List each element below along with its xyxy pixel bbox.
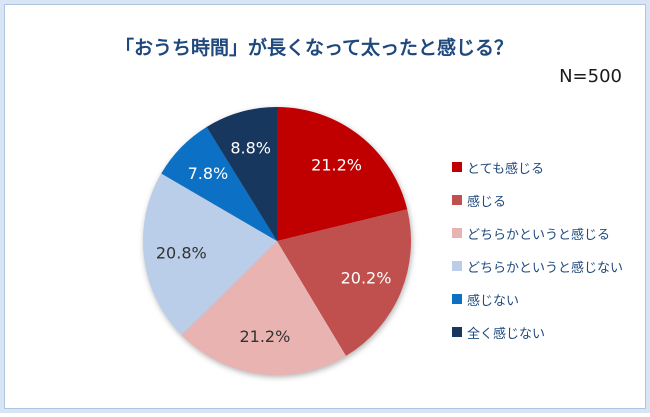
legend-swatch: [452, 162, 462, 172]
pie-slice-label: 20.2%: [341, 269, 392, 288]
pie-slice-label: 21.2%: [239, 327, 290, 346]
legend: とても感じる 感じるどちらかというと感じる どちらかというと感じない 感じない全く感じ…: [452, 158, 624, 342]
legend-item: 感じない: [452, 290, 623, 309]
legend-item: 全く感じない: [452, 323, 623, 342]
legend-label: とても感じる: [467, 161, 544, 177]
legend-item: どちらかというと感じる: [452, 224, 623, 243]
legend-item: とても感じる: [452, 158, 623, 177]
legend-label: どちらかというと感じる: [467, 227, 611, 243]
legend-label: 感じる: [467, 194, 507, 210]
sample-size-label: N=500: [559, 66, 622, 87]
legend-label: 感じない: [467, 293, 520, 309]
pie-slice: [277, 209, 412, 356]
pie-chart: 21.2% 20.2% 21.2% 20.8% 7.8%8.8%: [142, 107, 412, 376]
legend-label: 全く感じない: [467, 326, 546, 342]
legend-item: どちらかというと感じない: [452, 257, 624, 276]
pie-slice: [142, 173, 277, 336]
pie-slice-label: 20.8%: [156, 244, 207, 263]
legend-swatch: [452, 261, 462, 271]
legend-item: 感じる: [452, 191, 623, 210]
legend-swatch: [452, 195, 462, 205]
pie-slice-label: 8.8%: [230, 139, 271, 158]
legend-label: どちらかというと感じない: [467, 260, 624, 276]
pie-slice-label: 21.2%: [311, 156, 362, 175]
pie-slice-labels: 21.2% 20.2% 21.2% 20.8% 7.8%8.8%: [156, 139, 392, 347]
pie-slice: [181, 241, 346, 376]
legend-swatch: [452, 327, 462, 337]
pie-slices: [142, 107, 412, 376]
legend-swatch: [452, 228, 462, 238]
legend-swatch: [452, 294, 462, 304]
pie-slice: [277, 107, 408, 241]
pie-slice: [161, 126, 277, 241]
pie-slice: [206, 107, 277, 241]
chart-title: 「おうち時間」が長くなって太ったと感じる？: [114, 37, 514, 59]
pie-slice-label: 7.8%: [188, 164, 229, 183]
